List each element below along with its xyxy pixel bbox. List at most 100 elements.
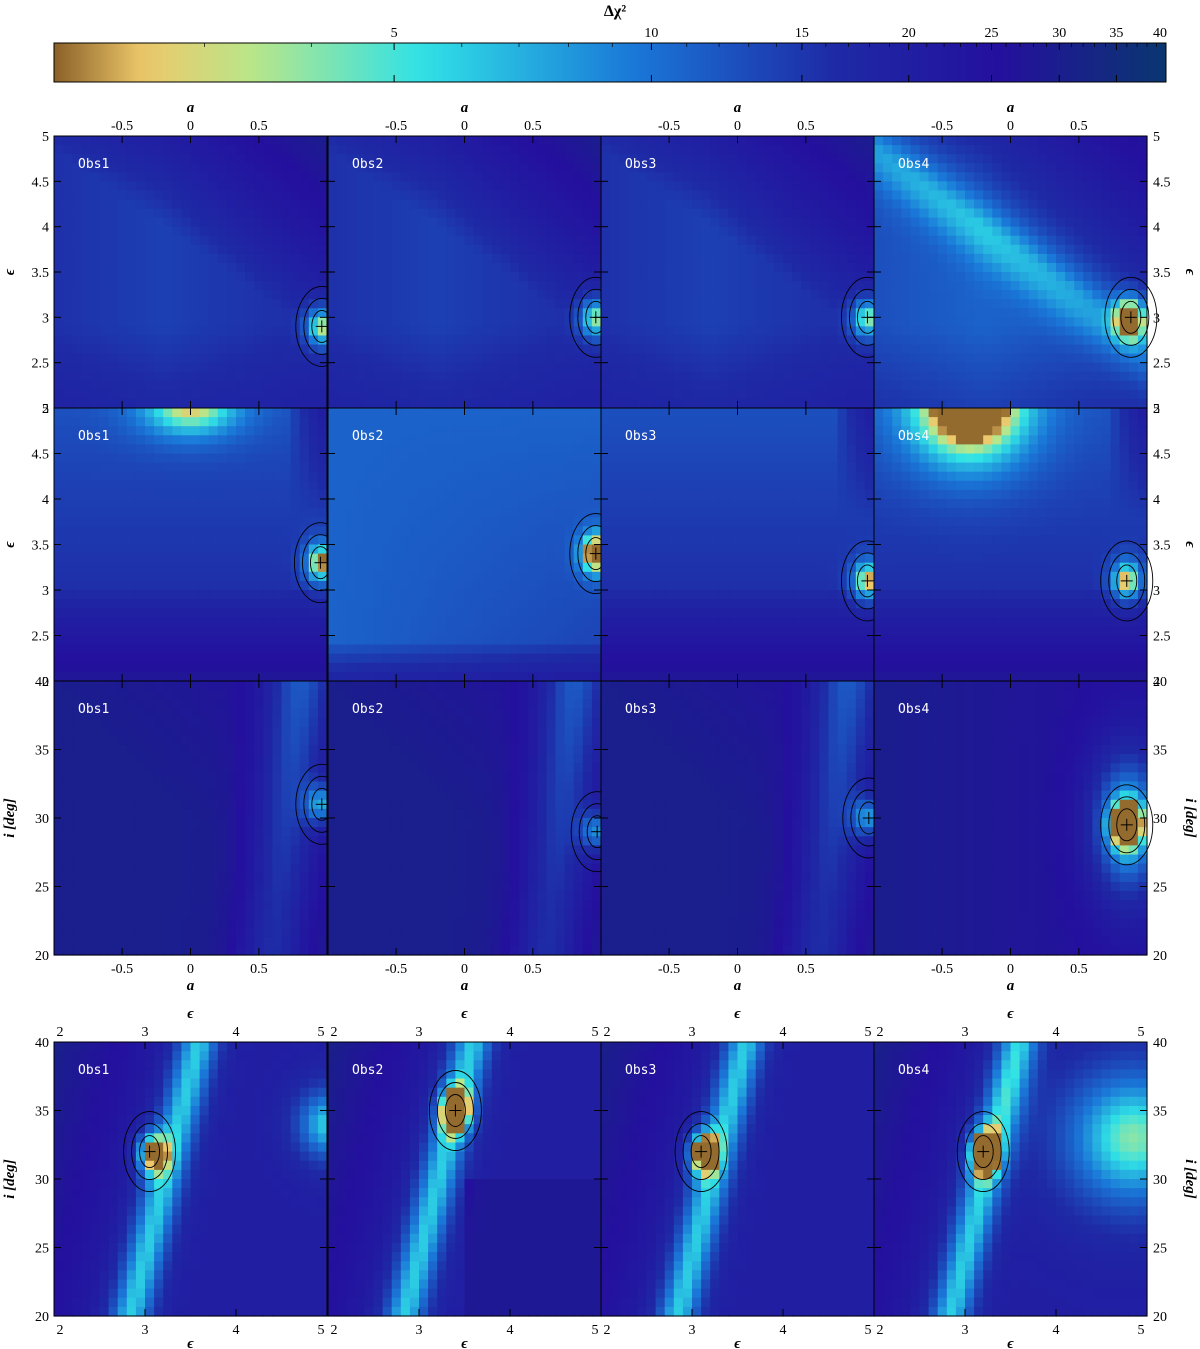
heatmap-cell xyxy=(63,253,73,264)
heatmap-cell xyxy=(290,145,301,155)
heatmap-cell xyxy=(937,389,948,400)
heatmap-cell xyxy=(81,136,91,146)
heatmap-cell xyxy=(473,136,484,146)
heatmap-cell xyxy=(63,653,73,664)
heatmap-cell xyxy=(263,226,273,237)
heatmap-cell xyxy=(217,417,228,427)
heatmap-cell xyxy=(1010,398,1021,409)
heatmap-cell xyxy=(54,499,64,509)
heatmap-cell xyxy=(419,290,429,300)
heatmap-cell xyxy=(126,617,137,627)
heatmap-cell xyxy=(208,444,219,455)
heatmap-cell xyxy=(254,208,264,219)
heatmap-cell xyxy=(400,136,411,146)
heatmap-cell xyxy=(208,244,219,255)
heatmap-cell xyxy=(510,208,520,219)
heatmap-cell xyxy=(682,371,693,382)
heatmap-cell xyxy=(892,244,902,255)
heatmap-cell xyxy=(955,136,966,146)
heatmap-cell xyxy=(1046,181,1057,191)
heatmap-cell xyxy=(409,471,420,482)
heatmap-cell xyxy=(391,244,402,255)
heatmap-cell xyxy=(573,398,584,409)
heatmap-cell xyxy=(519,281,529,291)
heatmap-cell xyxy=(1074,235,1084,246)
heatmap-cell xyxy=(199,626,210,637)
heatmap-cell xyxy=(1074,281,1084,291)
heatmap-cell xyxy=(236,199,246,210)
heatmap-cell xyxy=(819,145,830,155)
heatmap-cell xyxy=(281,199,292,210)
heatmap-cell xyxy=(919,163,930,173)
heatmap-cell xyxy=(190,489,201,500)
heatmap-cell xyxy=(819,181,830,191)
heatmap-cell xyxy=(254,326,264,337)
heatmap-cell xyxy=(773,362,784,373)
heatmap-cell xyxy=(801,235,811,246)
heatmap-cell xyxy=(409,380,420,391)
heatmap-cell xyxy=(199,535,210,546)
heatmap-cell xyxy=(437,435,447,445)
heatmap-cell xyxy=(464,380,475,391)
heatmap-cell xyxy=(737,199,748,210)
heatmap-cell xyxy=(855,335,866,346)
heatmap-cell xyxy=(172,389,182,400)
heatmap-cell xyxy=(1001,244,1012,255)
heatmap-cell xyxy=(199,590,210,600)
heatmap-cell xyxy=(373,317,384,327)
heatmap-cell xyxy=(317,417,328,427)
heatmap-cell xyxy=(419,426,429,436)
heatmap-cell xyxy=(801,253,811,264)
heatmap-cell xyxy=(308,535,319,546)
heatmap-cell xyxy=(437,453,447,464)
heatmap-cell xyxy=(290,471,301,482)
heatmap-cell xyxy=(172,499,182,509)
heatmap-cell xyxy=(117,535,128,546)
heatmap-cell xyxy=(272,317,283,327)
heatmap-cell xyxy=(491,462,502,473)
heatmap-cell xyxy=(1046,272,1057,282)
heatmap-cell xyxy=(135,136,146,146)
heatmap-cell xyxy=(281,344,292,355)
heatmap-cell xyxy=(154,163,164,173)
heatmap-cell xyxy=(299,608,310,618)
heatmap-cell xyxy=(337,335,347,346)
heatmap-cell xyxy=(983,199,993,210)
heatmap-cell xyxy=(755,136,766,146)
y-tick-label: 3.5 xyxy=(32,539,50,554)
heatmap-cell xyxy=(263,389,273,400)
heatmap-cell xyxy=(328,417,338,427)
heatmap-cell xyxy=(901,199,911,210)
heatmap-cell xyxy=(54,635,64,646)
heatmap-cell xyxy=(446,181,456,191)
heatmap-cell xyxy=(610,181,620,191)
heatmap-cell xyxy=(81,235,91,246)
heatmap-cell xyxy=(937,181,948,191)
heatmap-cell xyxy=(619,208,629,219)
heatmap-cell xyxy=(482,344,493,355)
heatmap-cell xyxy=(99,517,110,527)
heatmap-cell xyxy=(81,244,91,255)
heatmap-cell xyxy=(810,281,820,291)
heatmap-cell xyxy=(208,489,219,500)
heatmap-cell xyxy=(72,226,82,237)
heatmap-cell xyxy=(409,389,420,400)
heatmap-cell xyxy=(482,208,493,219)
heatmap-cell xyxy=(1119,190,1130,201)
contour-line xyxy=(1104,276,1158,358)
heatmap-cell xyxy=(1028,326,1039,337)
heatmap-cell xyxy=(382,398,393,409)
heatmap-cell xyxy=(226,580,237,591)
heatmap-cell xyxy=(226,671,237,682)
heatmap-cell xyxy=(72,499,82,509)
heatmap-cell xyxy=(692,262,702,273)
heatmap-cell xyxy=(382,172,393,182)
heatmap-cell xyxy=(263,599,273,609)
heatmap-cell xyxy=(163,489,173,500)
heatmap-cell xyxy=(755,163,766,173)
heatmap-cell xyxy=(546,262,557,273)
heatmap-cell xyxy=(208,590,219,600)
heatmap-cell xyxy=(928,208,939,219)
heatmap-cell xyxy=(190,389,201,400)
heatmap-cell xyxy=(510,308,520,318)
